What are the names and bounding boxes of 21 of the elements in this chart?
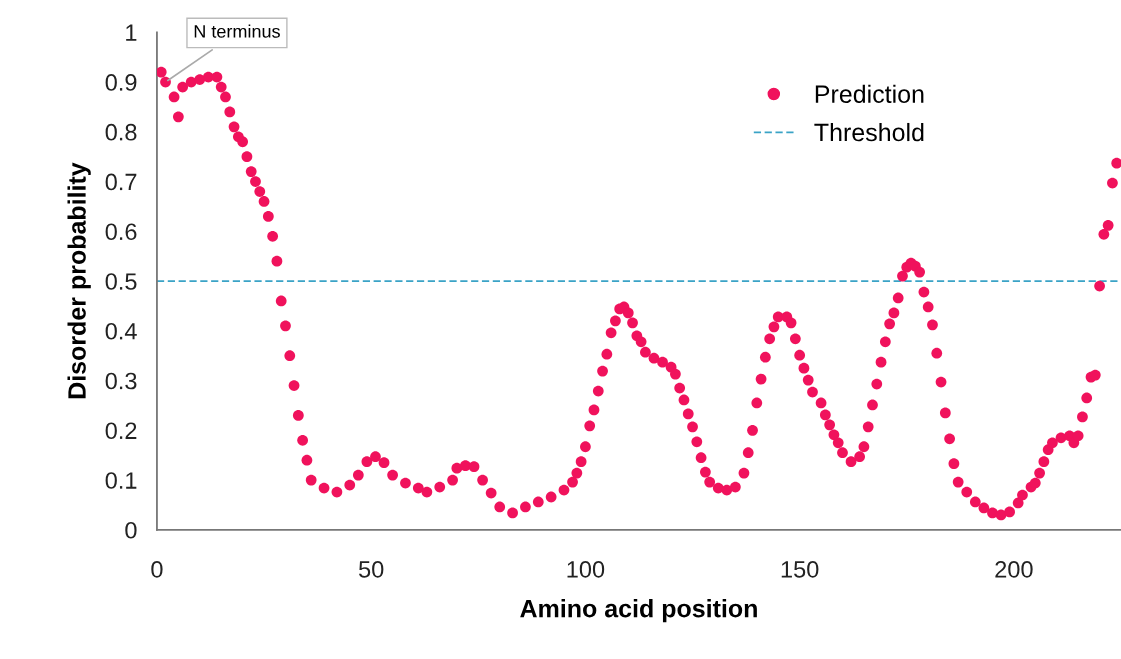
x-tick-label: 150	[781, 561, 819, 578]
y-tick-label: 1	[126, 24, 137, 41]
legend-label: Threshold	[814, 122, 924, 142]
y-tick-label: 0.1	[105, 472, 137, 489]
y-tick-label: 0.4	[105, 322, 137, 340]
annotation: N terminus	[194, 24, 280, 38]
y-axis-title: Disorder probability	[67, 162, 91, 399]
y-tick-label: 0.7	[105, 173, 137, 191]
x-tick-label: 50	[358, 561, 384, 578]
y-tick-label: 0.8	[105, 123, 137, 141]
x-axis-title: Amino acid position	[520, 599, 757, 623]
x-tick-label: 0	[151, 561, 163, 578]
y-tick-label: 0.3	[105, 372, 137, 390]
legend-label: Prediction	[815, 84, 924, 104]
y-tick-label: 0.6	[105, 223, 137, 241]
y-tick-label: 0	[125, 521, 137, 539]
y-tick-label: 0.5	[105, 273, 137, 290]
y-tick-label: 0.9	[105, 74, 137, 91]
x-tick-label: 100	[567, 561, 605, 578]
y-tick-label: 0.2	[105, 422, 137, 440]
x-tick-label: 200	[995, 561, 1033, 578]
